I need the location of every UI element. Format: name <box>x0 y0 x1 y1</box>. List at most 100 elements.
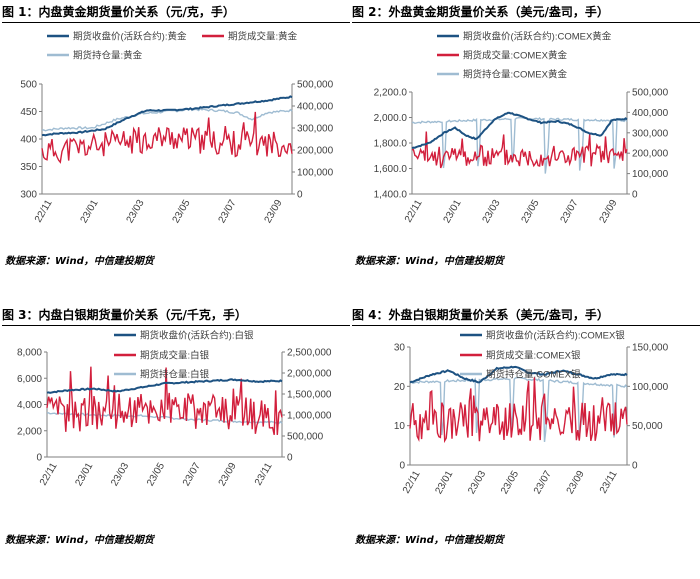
x-tick-label: 23/07 <box>559 198 581 226</box>
left-tick-label: 4,000 <box>17 400 42 411</box>
gold-domestic-chart: 300 350 400 450 500 0 100,000 200,000 300,000 400… <box>20 31 334 226</box>
legend-label: 期货收盘价(活跃合约):黄金 <box>73 31 187 43</box>
left-tick-label: 2,200.0 <box>374 88 408 99</box>
left-tick-label: 450 <box>20 107 37 118</box>
right-tick-label: 0 <box>632 461 638 472</box>
right-tick-label: 1,000,000 <box>287 411 332 422</box>
x-tick-label: 22/11 <box>401 469 423 496</box>
right-tick-label: 2,000,000 <box>287 369 332 380</box>
x-tick-label: 23/09 <box>217 461 239 489</box>
x-tick-label: 23/03 <box>466 469 488 497</box>
x-tick-label: 23/09 <box>598 198 620 226</box>
left-tick-label: 300 <box>20 190 37 201</box>
chart-panel-4: 图 4：外盘白银期货量价关系（美元/盎司，手） 0 10 20 30 0 50,000 10… <box>352 305 700 579</box>
right-tick-label: 100,000 <box>632 382 669 393</box>
right-tick-label: 100,000 <box>632 169 669 180</box>
x-tick-label: 23/07 <box>532 469 554 497</box>
open-interest-line <box>409 376 628 442</box>
left-tick-label: 400 <box>20 135 37 146</box>
price-line <box>409 365 628 384</box>
price-line <box>41 95 293 137</box>
x-tick-label: 22/11 <box>33 198 55 225</box>
silver-domestic-chart: 0 2,000 4,000 6,000 8,000 0 500,000 1,000,000 1,… <box>17 330 332 489</box>
left-tick-label: 10 <box>394 421 406 432</box>
right-tick-label: 100,000 <box>297 168 334 179</box>
legend-label: 期货持仓量:白银 <box>140 369 210 381</box>
volume-line <box>46 366 283 435</box>
right-tick-label: 200,000 <box>632 149 669 160</box>
x-tick-label: 23/05 <box>145 461 167 489</box>
x-tick-label: 23/05 <box>171 198 193 226</box>
x-tick-label: 22/11 <box>403 198 425 225</box>
left-tick-label: 1,600.0 <box>374 164 408 175</box>
x-tick-label: 23/09 <box>263 198 285 226</box>
legend-label: 期货收盘价(活跃合约):COMEX黄金 <box>463 31 612 43</box>
right-tick-label: 0 <box>632 190 638 201</box>
chart-title: 图 4：外盘白银期货量价关系（美元/盎司，手） <box>352 305 700 326</box>
silver-comex-chart: 0 10 20 30 0 50,000 100,000 150,000 22/11 23/01 23… <box>394 330 669 497</box>
x-tick-label: 23/03 <box>109 461 131 489</box>
right-tick-label: 500,000 <box>632 88 669 99</box>
x-tick-label: 23/07 <box>217 198 239 226</box>
x-tick-label: 22/11 <box>38 461 60 488</box>
volume-line <box>411 131 628 169</box>
x-tick-label: 23/05 <box>499 469 521 497</box>
x-tick-label: 23/03 <box>125 198 147 226</box>
legend-label: 期货收盘价(活跃合约):COMEX银 <box>486 330 625 342</box>
volume-line <box>41 111 293 164</box>
right-tick-label: 0 <box>287 453 293 464</box>
right-tick-label: 400,000 <box>297 102 334 113</box>
x-tick-label: 23/01 <box>442 198 464 226</box>
left-tick-label: 20 <box>394 382 406 393</box>
x-tick-label: 23/11 <box>253 461 275 488</box>
legend-label: 期货成交量:白银 <box>140 350 210 362</box>
chart-panel-3: 图 3：内盘白银期货量价关系（元/千克，手） 0 2,000 4,000 6,000 8… <box>2 305 352 579</box>
open-interest-line <box>411 116 628 174</box>
left-tick-label: 1,400.0 <box>374 190 408 201</box>
x-tick-label: 23/03 <box>481 198 503 226</box>
left-tick-label: 2,000 <box>17 426 42 437</box>
left-tick-label: 8,000 <box>17 348 42 359</box>
right-tick-label: 300,000 <box>632 128 669 139</box>
x-tick-label: 23/01 <box>73 461 95 489</box>
price-line <box>46 378 283 394</box>
right-tick-label: 0 <box>297 190 303 201</box>
right-tick-label: 500,000 <box>287 432 324 443</box>
source-note: 数据来源：Wind，中信建投期货 <box>355 256 504 267</box>
price-line <box>411 111 628 150</box>
legend-label: 期货成交量:COMEX黄金 <box>463 50 567 62</box>
left-tick-label: 350 <box>20 162 37 173</box>
left-tick-label: 0 <box>36 453 42 464</box>
left-tick-label: 500 <box>20 80 37 91</box>
gold-comex-chart: 1,400.0 1,600.0 1,800.0 2,000.0 2,200.0 0 100,… <box>374 31 669 226</box>
right-tick-label: 1,500,000 <box>287 390 332 401</box>
legend-label: 期货成交量:COMEX银 <box>486 350 581 362</box>
right-tick-label: 500,000 <box>297 80 334 91</box>
right-tick-label: 2,500,000 <box>287 348 332 359</box>
volume-line <box>409 377 628 444</box>
left-tick-label: 6,000 <box>17 374 42 385</box>
x-tick-label: 23/07 <box>181 461 203 489</box>
chart-title: 图 3：内盘白银期货量价关系（元/千克，手） <box>2 305 350 326</box>
right-tick-label: 200,000 <box>297 146 334 157</box>
chart-title: 图 2：外盘黄金期货量价关系（美元/盎司，手） <box>352 2 700 23</box>
x-tick-label: 23/11 <box>598 469 620 496</box>
chart-panel-1: 图 1：内盘黄金期货量价关系（元/克，手） 300 350 400 450 500 0 10… <box>2 2 352 276</box>
right-tick-label: 150,000 <box>632 343 669 354</box>
right-tick-label: 300,000 <box>297 124 334 135</box>
legend-label: 期货持仓量:黄金 <box>73 50 143 62</box>
left-tick-label: 2,000.0 <box>374 113 408 124</box>
left-tick-label: 0 <box>399 461 405 472</box>
source-note: 数据来源：Wind，中信建投期货 <box>5 535 154 546</box>
x-tick-label: 23/05 <box>520 198 542 226</box>
chart-title: 图 1：内盘黄金期货量价关系（元/克，手） <box>2 2 350 23</box>
chart-panel-2: 图 2：外盘黄金期货量价关系（美元/盎司，手） 1,400.0 1,600.0 1,… <box>352 2 700 276</box>
right-tick-label: 50,000 <box>632 421 663 432</box>
source-note: 数据来源：Wind，中信建投期货 <box>355 535 504 546</box>
legend-label: 期货持仓量:COMEX银 <box>486 369 581 381</box>
x-tick-label: 23/01 <box>433 469 455 497</box>
source-note: 数据来源：Wind，中信建投期货 <box>5 256 154 267</box>
left-tick-label: 30 <box>394 343 406 354</box>
legend-label: 期货成交量:黄金 <box>228 31 298 43</box>
legend-label: 期货收盘价(活跃合约):白银 <box>140 330 254 342</box>
